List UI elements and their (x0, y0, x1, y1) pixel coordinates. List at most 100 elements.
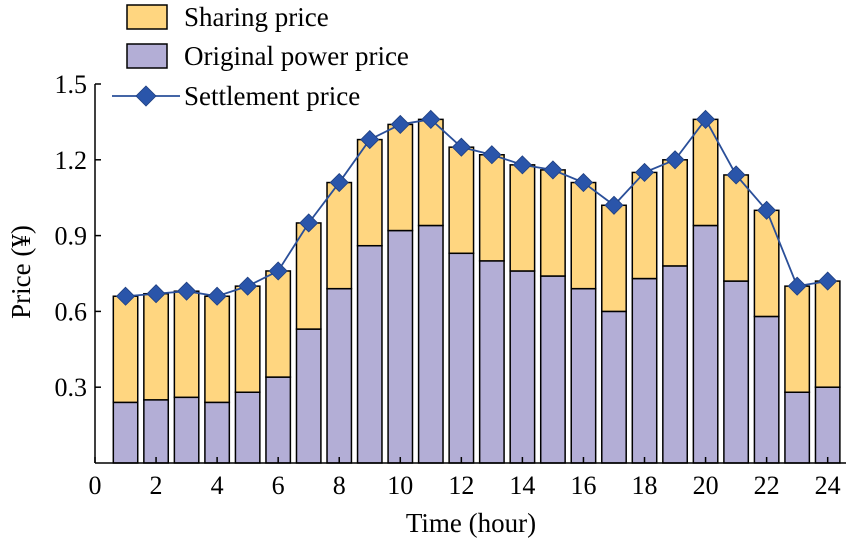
bar-original-12 (448, 252, 475, 464)
x-tick-label: 0 (89, 471, 102, 500)
settlement-point-5 (238, 276, 258, 296)
settlement-point-16 (573, 172, 594, 193)
bar-original-23 (784, 391, 811, 464)
bar-sharing-13 (478, 153, 505, 262)
settlement-point-18 (634, 162, 655, 182)
bar-original-20 (692, 224, 719, 464)
bar-original-10 (387, 229, 414, 464)
bar-sharing-7 (295, 222, 322, 330)
bar-sharing-16 (570, 181, 597, 290)
bar-sharing-17 (601, 204, 627, 313)
legend-label-original: Original power price (184, 41, 409, 71)
settlement-point-8 (329, 172, 349, 193)
bar-sharing-2 (143, 292, 170, 401)
x-tick-label: 20 (693, 471, 719, 500)
bar-sharing-18 (631, 171, 658, 280)
y-tick-label: 1.2 (55, 146, 88, 175)
bar-sharing-10 (387, 123, 414, 232)
settlement-point-15 (543, 160, 563, 180)
legend-swatch-sharing (126, 4, 168, 30)
bar-sharing-12 (448, 146, 475, 255)
axes-layer: 0 2 4 6 8 10 12 14 16 18 20 22 240.30.60.91.21.5 (55, 70, 846, 500)
bar-original-3 (173, 396, 200, 464)
bar-original-22 (753, 315, 780, 464)
bar-original-13 (478, 260, 505, 464)
legend-marker-settlement (135, 85, 157, 107)
bar-sharing-24 (814, 280, 841, 388)
x-tick-label: 18 (632, 471, 658, 500)
settlement-point-17 (604, 195, 624, 215)
bar-original-21 (723, 280, 750, 464)
settlement-point-9 (360, 130, 380, 150)
bar-sharing-23 (784, 285, 811, 394)
settlement-point-6 (268, 261, 288, 281)
bar-sharing-11 (417, 118, 444, 227)
x-tick-label: 2 (150, 471, 163, 500)
settlement-point-22 (757, 200, 777, 220)
x-tick-label: 4 (211, 471, 224, 500)
x-axis-title: Time (hour) (406, 508, 536, 538)
x-tick-label: 8 (333, 471, 346, 500)
bar-sharing-19 (662, 159, 689, 267)
settlement-point-4 (207, 286, 227, 306)
bar-original-17 (601, 310, 627, 464)
settlement-point-3 (177, 281, 197, 301)
bar-original-16 (570, 287, 597, 464)
x-tick-label: 10 (387, 471, 413, 500)
bar-sharing-22 (753, 209, 780, 318)
x-tick-label: 24 (815, 471, 841, 500)
bar-original-14 (509, 270, 536, 464)
settlement-point-11 (421, 109, 441, 129)
bar-sharing-21 (723, 174, 750, 282)
legend-label-sharing: Sharing price (184, 2, 329, 32)
settlement-point-10 (390, 114, 410, 134)
bar-original-2 (143, 399, 170, 464)
bar-original-15 (539, 275, 566, 464)
bar-sharing-15 (539, 169, 566, 277)
bar-sharing-8 (326, 181, 353, 290)
bar-sharing-1 (112, 295, 139, 404)
bar-original-19 (662, 265, 689, 464)
bar-original-5 (234, 391, 261, 464)
settlement-point-23 (787, 276, 807, 296)
bar-sharing-3 (173, 290, 200, 399)
settlement-point-20 (696, 109, 716, 129)
y-tick-label: 0.6 (55, 297, 88, 326)
settlement-point-1 (115, 286, 136, 306)
bar-original-11 (417, 224, 444, 464)
x-tick-label: 16 (570, 471, 596, 500)
legend-swatch-original (126, 43, 168, 69)
bar-sharing-4 (204, 295, 231, 404)
y-tick-label: 1.5 (55, 70, 88, 99)
settlement-point-21 (726, 165, 746, 185)
settlement-point-24 (818, 271, 838, 291)
y-axis-title: Price (¥) (6, 225, 36, 319)
bar-original-1 (112, 401, 139, 464)
settlement-point-7 (299, 213, 319, 233)
bar-sharing-6 (265, 270, 292, 378)
bar-original-24 (814, 386, 841, 464)
bars-layer (112, 118, 841, 464)
bar-original-18 (631, 277, 658, 464)
bar-original-4 (204, 401, 231, 464)
legend-label-settlement: Settlement price (184, 81, 360, 111)
bar-sharing-9 (356, 138, 383, 247)
bar-original-6 (265, 376, 292, 464)
settlement-point-2 (146, 284, 166, 304)
bar-original-8 (326, 287, 353, 464)
settlement-point-13 (482, 145, 502, 165)
x-tick-label: 14 (509, 471, 535, 500)
settlement-point-19 (665, 150, 685, 170)
x-tick-label: 22 (754, 471, 780, 500)
settlement-line-layer (115, 109, 838, 306)
settlement-point-12 (451, 137, 471, 157)
x-tick-label: 12 (448, 471, 474, 500)
y-tick-label: 0.9 (55, 222, 88, 251)
bar-original-7 (295, 328, 322, 464)
bar-original-9 (356, 244, 383, 464)
settlement-point-14 (512, 155, 532, 175)
bar-sharing-14 (509, 164, 536, 272)
y-tick-label: 0.3 (55, 373, 88, 402)
legend: Sharing price Original power price Settlem… (112, 2, 409, 111)
